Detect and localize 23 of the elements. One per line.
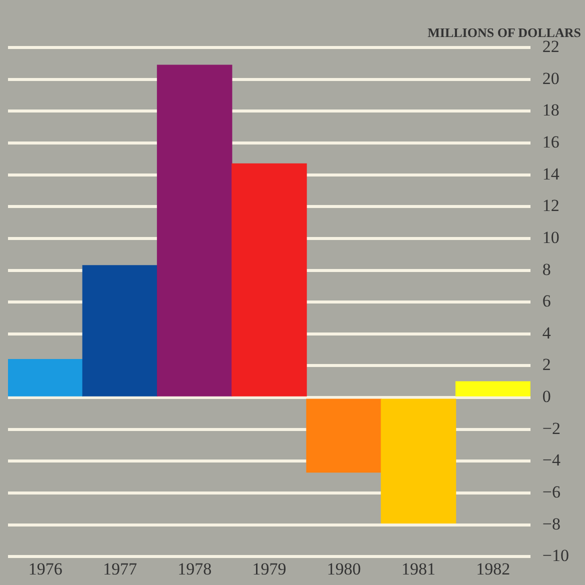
- y-tick-label: 12: [542, 196, 560, 216]
- y-tick-label: 8: [542, 260, 551, 279]
- y-tick-label: 2: [542, 355, 551, 374]
- y-tick-label: 16: [542, 132, 560, 152]
- x-tick-label: 1978: [178, 559, 212, 578]
- y-tick-label: −8: [542, 514, 561, 534]
- x-tick-label: 1982: [476, 559, 510, 578]
- y-tick-label: 18: [542, 100, 560, 120]
- x-tick-label: 1980: [326, 559, 361, 578]
- y-tick-label: −4: [542, 450, 561, 470]
- y-tick-label: 4: [542, 323, 552, 342]
- x-tick-label: 1979: [252, 559, 286, 578]
- y-tick-label: −6: [542, 482, 561, 502]
- y-tick-label: 14: [542, 164, 560, 184]
- x-tick-label: 1977: [102, 559, 138, 578]
- y-tick-label: 20: [542, 68, 560, 88]
- y-tick-label: −2: [542, 418, 561, 438]
- x-tick-label: 1976: [28, 559, 62, 578]
- x-tick-label: 1981: [401, 559, 436, 578]
- y-tick-label: 0: [542, 387, 551, 406]
- y-tick-label: 10: [542, 228, 560, 247]
- y-tick-label: −10: [542, 546, 570, 566]
- y-tick-label: 6: [542, 292, 551, 311]
